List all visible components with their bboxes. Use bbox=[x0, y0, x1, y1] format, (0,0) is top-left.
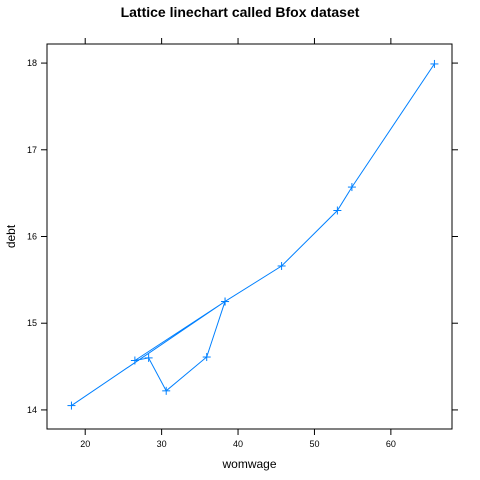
data-point-marker-8 bbox=[333, 206, 342, 215]
x-axis-label: womwage bbox=[221, 457, 276, 471]
plot-frame bbox=[46, 43, 453, 430]
data-point-marker-9 bbox=[347, 183, 356, 192]
data-point-marker-0 bbox=[67, 401, 76, 410]
x-tick-label: 30 bbox=[157, 439, 167, 449]
data-point-marker-10 bbox=[430, 59, 439, 68]
y-tick-label: 17 bbox=[27, 145, 37, 155]
y-axis-label: debt bbox=[4, 224, 18, 248]
y-tick-label: 16 bbox=[27, 232, 37, 242]
data-point-marker-2 bbox=[130, 356, 139, 365]
data-point-marker-3 bbox=[144, 353, 153, 362]
series-line bbox=[71, 63, 435, 407]
x-tick-label: 40 bbox=[233, 439, 243, 449]
y-tick-label: 18 bbox=[27, 58, 37, 68]
y-tick-label: 15 bbox=[27, 318, 37, 328]
data-markers bbox=[67, 59, 439, 410]
data-point-marker-5 bbox=[202, 353, 211, 362]
x-tick-label: 50 bbox=[309, 439, 319, 449]
data-point-marker-7 bbox=[277, 261, 286, 270]
chart-title: Lattice linechart called Bfox dataset bbox=[121, 4, 360, 20]
data-point-marker-6 bbox=[221, 297, 230, 306]
y-tick-label: 14 bbox=[27, 405, 37, 415]
data-point-marker-4 bbox=[162, 386, 171, 395]
y-axis-ticks: 14 15 16 17 18 bbox=[27, 58, 458, 415]
x-tick-label: 60 bbox=[386, 439, 396, 449]
x-tick-label: 20 bbox=[80, 439, 90, 449]
x-axis-ticks: 20 30 40 50 60 bbox=[80, 38, 396, 449]
